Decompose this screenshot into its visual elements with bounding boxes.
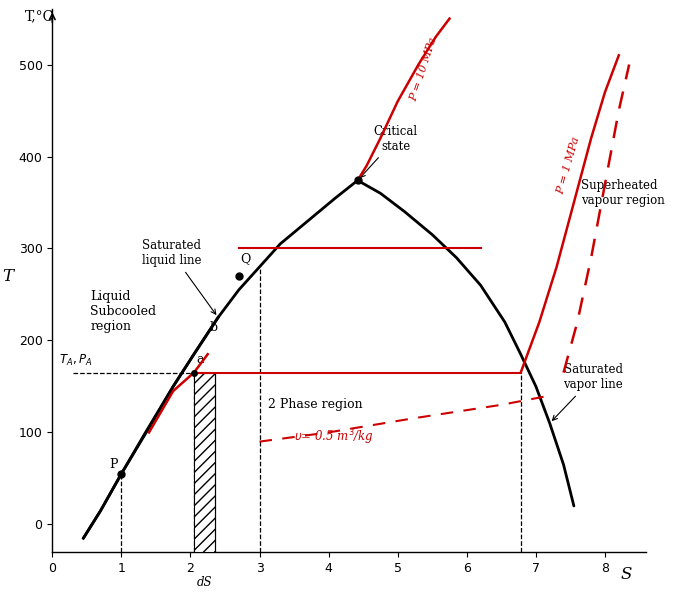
Text: Critical
state: Critical state — [361, 125, 418, 178]
Text: P = 1 MPa: P = 1 MPa — [555, 136, 581, 196]
Text: T: T — [2, 268, 13, 285]
Text: 2 Phase region: 2 Phase region — [268, 398, 362, 411]
Text: P = 10 MPa: P = 10 MPa — [408, 36, 438, 102]
Text: Liquid
Subcooled
region: Liquid Subcooled region — [90, 290, 156, 333]
Text: Q: Q — [240, 252, 251, 265]
Text: b: b — [209, 321, 217, 334]
Text: $T_A, P_A$: $T_A, P_A$ — [59, 353, 92, 368]
Text: dS: dS — [196, 576, 212, 589]
Text: $\upsilon$= 0.5 m$^3$/kg: $\upsilon$= 0.5 m$^3$/kg — [294, 428, 374, 448]
Text: a: a — [196, 353, 204, 366]
Bar — [194, 372, 215, 552]
Text: Superheated
vapour region: Superheated vapour region — [581, 179, 665, 207]
Text: S: S — [620, 567, 631, 584]
Text: Saturated
vapor line: Saturated vapor line — [553, 363, 623, 420]
Text: T,°C: T,°C — [24, 9, 54, 23]
Text: P: P — [109, 458, 117, 471]
Text: Saturated
liquid line: Saturated liquid line — [142, 239, 216, 314]
